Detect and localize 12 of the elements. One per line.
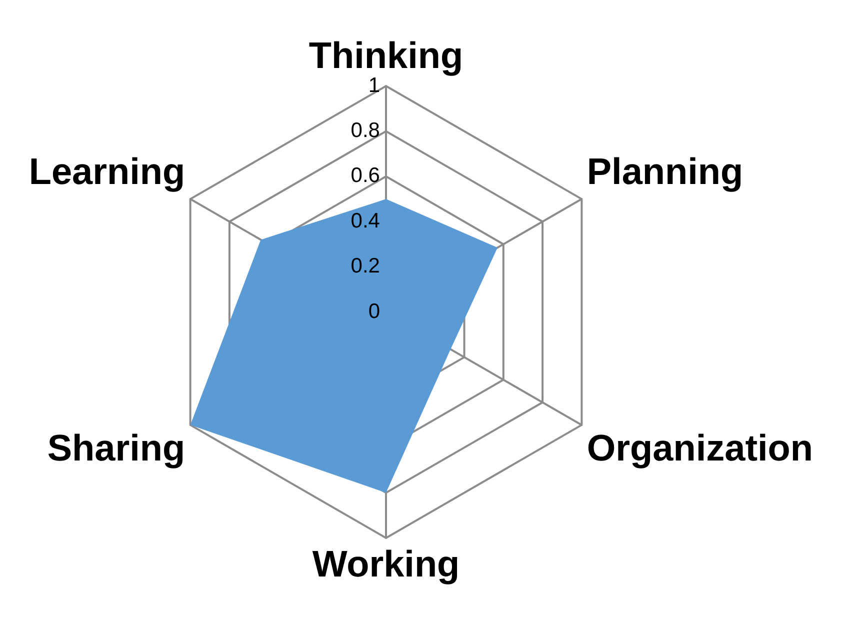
spoke-label: Sharing [47,427,186,468]
y-tick-label: 0 [368,300,380,323]
y-tick-label: 0.2 [350,254,380,278]
y-tick-label: 0.6 [350,164,380,188]
spoke-label: Learning [28,151,186,192]
y-tick-label: 0.4 [350,209,380,232]
y-tick-label: 0.8 [350,119,380,142]
spoke-label: Planning [586,151,744,192]
y-tick-label: 1 [368,74,380,97]
spoke-label: Organization [586,427,814,468]
spoke-label: Working [312,543,460,584]
spoke-label: Thinking [308,35,464,76]
